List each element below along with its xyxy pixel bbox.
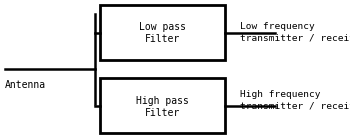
Text: High frequency
transmitter / receiver: High frequency transmitter / receiver bbox=[240, 90, 350, 110]
Text: Low frequency
transmitter / receiver: Low frequency transmitter / receiver bbox=[240, 22, 350, 42]
Text: Filter: Filter bbox=[145, 34, 180, 44]
Text: Antenna: Antenna bbox=[5, 80, 46, 90]
Bar bbox=[100, 78, 225, 133]
Text: High pass: High pass bbox=[136, 95, 189, 105]
Text: Filter: Filter bbox=[145, 108, 180, 117]
Bar bbox=[100, 5, 225, 60]
Text: Low pass: Low pass bbox=[139, 22, 186, 33]
